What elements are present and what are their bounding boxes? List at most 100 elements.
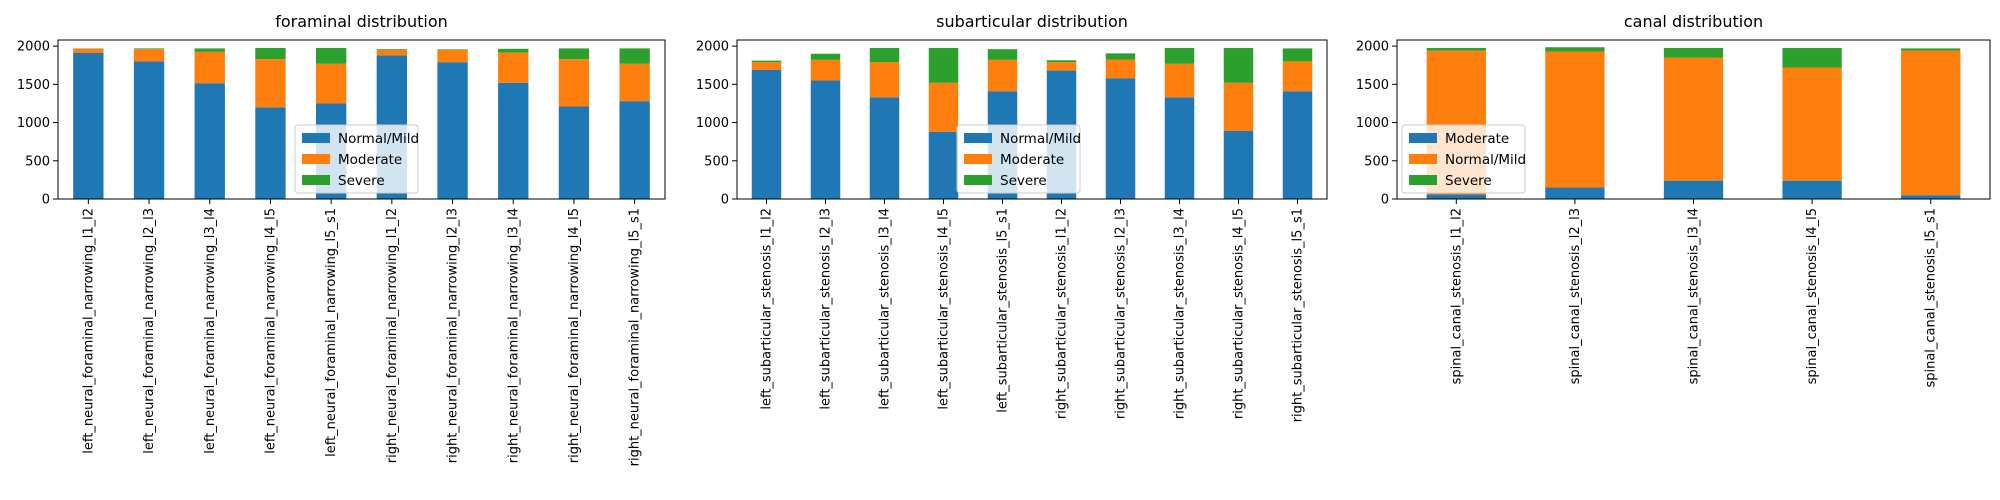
bar-segment-moderate-4 <box>1782 180 1842 199</box>
bar-segment-severe-7 <box>437 49 468 50</box>
x-tick-label: left_neural_foraminal_narrowing_l3_l4 <box>203 208 218 454</box>
legend-label: Moderate <box>1445 131 1509 147</box>
chart-panel-2: subarticular distribution left_subarticul… <box>696 12 1328 422</box>
bar-segment-moderate-3 <box>194 51 225 84</box>
legend-swatch <box>302 133 330 143</box>
bar-segment-severe-5 <box>987 49 1018 60</box>
x-tick-label: right_neural_foraminal_narrowing_l5_s1 <box>628 208 643 466</box>
legend-label: Moderate <box>338 152 402 168</box>
bar-segment-moderate-7 <box>1105 59 1136 79</box>
x-tick-label: spinal_canal_stenosis_l4_l5 <box>1805 208 1820 384</box>
x-tick-label: left_subarticular_stenosis_l5_s1 <box>996 208 1011 413</box>
bar-segment-normal-mild-4 <box>1782 67 1842 181</box>
legend-swatch <box>302 154 330 164</box>
x-tick-label: right_subarticular_stenosis_l5_s1 <box>1291 208 1306 422</box>
bar-segment-severe-1 <box>1426 48 1486 51</box>
bar-segment-severe-10 <box>1282 48 1313 62</box>
x-tick-label: left_neural_foraminal_narrowing_l2_l3 <box>142 208 157 454</box>
bar-segment-normal-mild-8 <box>1164 97 1195 199</box>
bar-segment-severe-7 <box>1105 53 1136 60</box>
y-tick-label: 2000 <box>17 40 50 55</box>
x-tick-label: right_neural_foraminal_narrowing_l1_l2 <box>385 208 400 463</box>
bar-segment-moderate-9 <box>1223 82 1254 131</box>
x-tick-label: left_subarticular_stenosis_l3_l4 <box>878 208 893 410</box>
x-tick-label: left_neural_foraminal_narrowing_l5_s1 <box>324 208 339 457</box>
x-tick-label: spinal_canal_stenosis_l3_l4 <box>1687 208 1702 384</box>
bar-segment-severe-3 <box>869 48 900 63</box>
bar-segment-normal-mild-3 <box>194 83 225 199</box>
bar-segment-normal-mild-4 <box>928 131 959 199</box>
x-tick-label: left_subarticular_stenosis_l1_l2 <box>760 208 775 410</box>
chart-panel-3: canal distribution spinal_canal_stenosis_… <box>1356 12 1991 388</box>
bar-segment-normal-mild-1 <box>751 69 782 199</box>
x-tick-label: right_neural_foraminal_narrowing_l4_l5 <box>567 208 582 463</box>
x-tick-label: right_neural_foraminal_narrowing_l2_l3 <box>446 208 461 463</box>
legend: Normal/Mild Moderate Severe <box>294 124 419 194</box>
bar-segment-severe-3 <box>1663 48 1724 58</box>
bar-segment-moderate-5 <box>315 63 347 104</box>
plot-frame <box>736 39 1328 200</box>
bar-segment-moderate-9 <box>558 59 590 107</box>
legend-label: Severe <box>338 173 385 189</box>
x-tick-label: spinal_canal_stenosis_l2_l3 <box>1568 208 1583 384</box>
bar-segment-severe-2 <box>1545 47 1605 52</box>
bar-segment-normal-mild-2 <box>810 80 841 199</box>
bar-segment-severe-5 <box>1901 48 1961 51</box>
bar-segment-severe-1 <box>751 60 782 63</box>
y-tick-label: 2000 <box>1356 40 1389 55</box>
bar-segment-moderate-2 <box>810 59 841 81</box>
plot-frame <box>57 39 666 200</box>
bar-segment-normal-mild-10 <box>1282 91 1313 199</box>
x-tick-label: right_subarticular_stenosis_l1_l2 <box>1055 208 1070 419</box>
x-tick-label: spinal_canal_stenosis_l1_l2 <box>1449 208 1464 384</box>
y-tick-label: 1000 <box>696 116 729 131</box>
bar-segment-severe-4 <box>1782 48 1842 68</box>
bar-segment-severe-8 <box>498 48 529 53</box>
bar-segment-moderate-2 <box>133 49 165 62</box>
y-tick-label: 1500 <box>696 78 729 93</box>
bar-segment-moderate-1 <box>751 62 782 70</box>
bar-segment-severe-8 <box>1164 48 1195 64</box>
bar-segment-normal-mild-9 <box>1223 130 1254 199</box>
legend-swatch <box>964 154 992 164</box>
bar-segment-severe-5 <box>315 48 347 64</box>
x-tick-label: left_neural_foraminal_narrowing_l4_l5 <box>263 208 278 454</box>
bar-segment-normal-mild-7 <box>437 62 468 199</box>
y-tick-label: 0 <box>721 193 729 208</box>
y-tick-label: 2000 <box>696 40 729 55</box>
legend-label: Severe <box>1445 173 1492 189</box>
x-tick-label: spinal_canal_stenosis_l5_s1 <box>1924 208 1939 388</box>
legend-swatch <box>302 175 330 185</box>
bar-segment-normal-mild-9 <box>558 106 590 199</box>
y-tick-label: 1000 <box>17 116 50 131</box>
bar-segment-moderate-10 <box>619 63 650 102</box>
bar-segment-normal-mild-3 <box>1663 57 1724 181</box>
legend-label: Normal/Mild <box>1000 131 1081 147</box>
bar-segment-moderate-8 <box>498 52 529 83</box>
legend-label: Moderate <box>1000 152 1064 168</box>
legend-swatch <box>1409 175 1437 185</box>
bar-segment-normal-mild-2 <box>1545 51 1605 188</box>
bar-segment-moderate-3 <box>869 62 900 98</box>
legend-swatch <box>964 133 992 143</box>
legend-label: Normal/Mild <box>338 131 419 147</box>
bar-segment-moderate-4 <box>255 59 286 108</box>
bar-segment-normal-mild-4 <box>255 107 286 199</box>
x-tick-label: left_subarticular_stenosis_l4_l5 <box>937 208 952 410</box>
legend: Normal/Mild Moderate Severe <box>956 124 1081 194</box>
x-tick-label: right_subarticular_stenosis_l3_l4 <box>1173 208 1188 419</box>
bar-segment-severe-9 <box>558 48 590 60</box>
y-tick-label: 1000 <box>1356 116 1389 131</box>
bar-segment-moderate-5 <box>1901 195 1961 199</box>
bar-segment-moderate-4 <box>928 82 959 132</box>
bar-segment-moderate-6 <box>376 49 408 56</box>
bar-segment-severe-3 <box>194 48 225 52</box>
bar-segment-normal-mild-10 <box>619 101 650 199</box>
bar-segment-severe-2 <box>810 53 841 60</box>
bar-segment-severe-9 <box>1223 48 1254 83</box>
bar-segment-moderate-1 <box>1426 194 1486 199</box>
bar-segment-normal-mild-8 <box>498 82 529 199</box>
bar-segment-moderate-2 <box>1545 187 1605 199</box>
bar-segment-severe-6 <box>1046 60 1077 63</box>
